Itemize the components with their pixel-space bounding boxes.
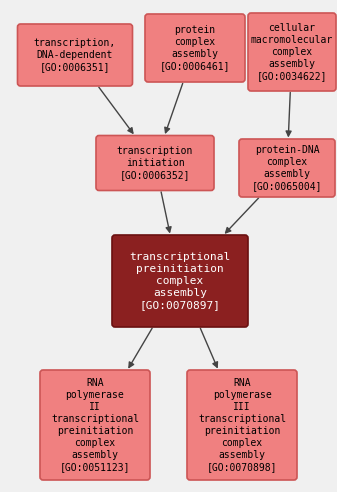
FancyBboxPatch shape	[248, 13, 336, 91]
Text: protein
complex
assembly
[GO:0006461]: protein complex assembly [GO:0006461]	[160, 25, 230, 71]
FancyBboxPatch shape	[40, 370, 150, 480]
FancyBboxPatch shape	[187, 370, 297, 480]
FancyBboxPatch shape	[239, 139, 335, 197]
Text: transcription
initiation
[GO:0006352]: transcription initiation [GO:0006352]	[117, 146, 193, 180]
FancyBboxPatch shape	[96, 135, 214, 190]
Text: transcription,
DNA-dependent
[GO:0006351]: transcription, DNA-dependent [GO:0006351…	[34, 38, 116, 72]
FancyBboxPatch shape	[18, 24, 132, 86]
Text: RNA
polymerase
II
transcriptional
preinitiation
complex
assembly
[GO:0051123]: RNA polymerase II transcriptional preini…	[51, 378, 139, 472]
FancyBboxPatch shape	[145, 14, 245, 82]
Text: transcriptional
preinitiation
complex
assembly
[GO:0070897]: transcriptional preinitiation complex as…	[129, 252, 231, 310]
Text: cellular
macromolecular
complex
assembly
[GO:0034622]: cellular macromolecular complex assembly…	[251, 23, 333, 81]
Text: RNA
polymerase
III
transcriptional
preinitiation
complex
assembly
[GO:0070898]: RNA polymerase III transcriptional prein…	[198, 378, 286, 472]
FancyBboxPatch shape	[112, 235, 248, 327]
Text: protein-DNA
complex
assembly
[GO:0065004]: protein-DNA complex assembly [GO:0065004…	[252, 145, 322, 191]
